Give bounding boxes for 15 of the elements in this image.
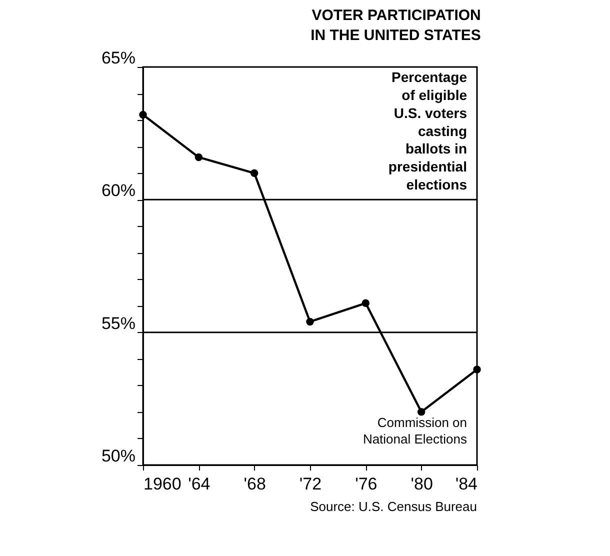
annotation: Commission on National Elections <box>362 415 468 447</box>
annotation: Percentage of eligible U.S. voters casting ballots in presidential elections <box>388 69 468 193</box>
chart-title: VOTER PARTICIPATION IN THE UNITED STATES <box>310 7 481 44</box>
x-tick-label: '80 <box>410 474 433 494</box>
y-tick-label: 50% <box>101 446 136 466</box>
y-tick-label: 60% <box>101 181 136 200</box>
x-tick-label: '84 <box>455 474 478 494</box>
x-tick-label: 1960 <box>144 474 182 494</box>
source-note: Source: U.S. Census Bureau <box>310 499 477 514</box>
y-tick-label: 65% <box>101 48 136 68</box>
x-tick-label: '76 <box>355 474 378 494</box>
x-tick-label: '72 <box>299 474 322 494</box>
x-tick-label: '68 <box>244 474 266 494</box>
x-tick-label: '64 <box>188 474 210 494</box>
y-tick-label: 55% <box>101 314 136 333</box>
